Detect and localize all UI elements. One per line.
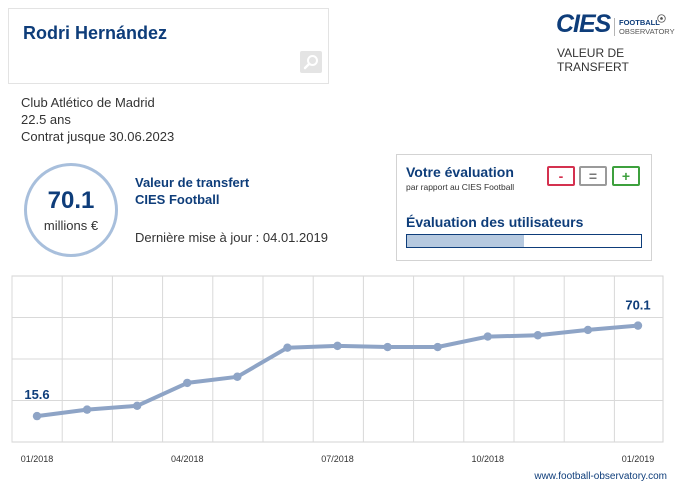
data-point xyxy=(583,325,593,335)
football-icon xyxy=(657,14,666,23)
transfer-value-unit: millions € xyxy=(43,218,99,233)
player-search-box[interactable]: Rodri Hernández xyxy=(8,8,329,84)
search-button[interactable] xyxy=(300,51,322,73)
data-point xyxy=(383,342,392,352)
club-name: Club Atlético de Madrid xyxy=(21,95,155,110)
logo-line-1: FOOTBALL xyxy=(619,18,660,27)
data-point xyxy=(533,331,543,340)
data-point xyxy=(233,372,242,381)
evaluation-subtitle: par rapport au CIES Football xyxy=(406,182,515,192)
x-tick-label: 01/2019 xyxy=(622,454,655,464)
data-point xyxy=(132,401,142,411)
evaluation-panel: Votre évaluation par rapport au CIES Foo… xyxy=(396,154,652,261)
transfer-value-amount: 70.1 xyxy=(47,187,95,214)
data-point xyxy=(82,405,92,414)
club-info: Club Atlético de Madrid 22.5 ans Contrat… xyxy=(21,94,174,145)
x-tick-label: 01/2018 xyxy=(21,454,54,464)
data-label-first: 15.6 xyxy=(24,387,49,402)
data-point xyxy=(283,343,292,352)
x-tick-label: 07/2018 xyxy=(321,454,354,464)
transfer-value-chart: 15.6 70.1 01/2018 04/2018 07/2018 10/2018 01/2… xyxy=(0,264,675,494)
footer-url[interactable]: www.football-observatory.com xyxy=(534,471,667,482)
users-evaluation-title: Évaluation des utilisateurs xyxy=(406,214,584,230)
logo-line-2: OBSERVATORY xyxy=(619,27,675,36)
search-icon xyxy=(303,55,318,70)
transfer-value-header: VALEUR DE TRANSFERT xyxy=(557,46,629,74)
transfer-value-title: Valeur de transfert CIES Football xyxy=(135,174,249,208)
evaluation-title: Votre évaluation xyxy=(406,164,514,180)
users-evaluation-fill xyxy=(407,235,524,247)
transfer-value-title-line1: Valeur de transfert xyxy=(135,175,250,190)
rate-equal-button[interactable]: = xyxy=(579,166,607,186)
data-point xyxy=(32,411,42,421)
rate-higher-button[interactable]: + xyxy=(612,166,640,186)
last-update: Dernière mise à jour : 04.01.2019 xyxy=(135,230,328,245)
data-point xyxy=(433,342,442,352)
data-point xyxy=(633,321,643,330)
data-point xyxy=(183,378,192,388)
x-tick-label: 04/2018 xyxy=(171,454,204,464)
logo-cies-text: CIES xyxy=(556,10,611,38)
transfer-value-title-line2: CIES Football xyxy=(135,192,220,207)
x-tick-label: 10/2018 xyxy=(471,454,504,464)
users-evaluation-bar xyxy=(406,234,642,248)
player-name: Rodri Hernández xyxy=(23,23,168,43)
player-age: 22.5 ans xyxy=(21,112,71,127)
rate-lower-button[interactable]: - xyxy=(547,166,575,186)
logo-observatory-text: FOOTBALL OBSERVATORY xyxy=(614,18,675,36)
data-label-last: 70.1 xyxy=(625,298,650,313)
transfer-value-circle: 70.1 millions € xyxy=(24,163,118,257)
contract-end: Contrat jusque 30.06.2023 xyxy=(21,129,175,144)
data-point xyxy=(483,332,492,341)
data-point xyxy=(333,341,342,351)
cies-logo[interactable]: CIES FOOTBALL OBSERVATORY xyxy=(556,10,675,42)
chart-svg: 15.6 70.1 01/2018 04/2018 07/2018 10/2018 01/2… xyxy=(11,275,664,464)
